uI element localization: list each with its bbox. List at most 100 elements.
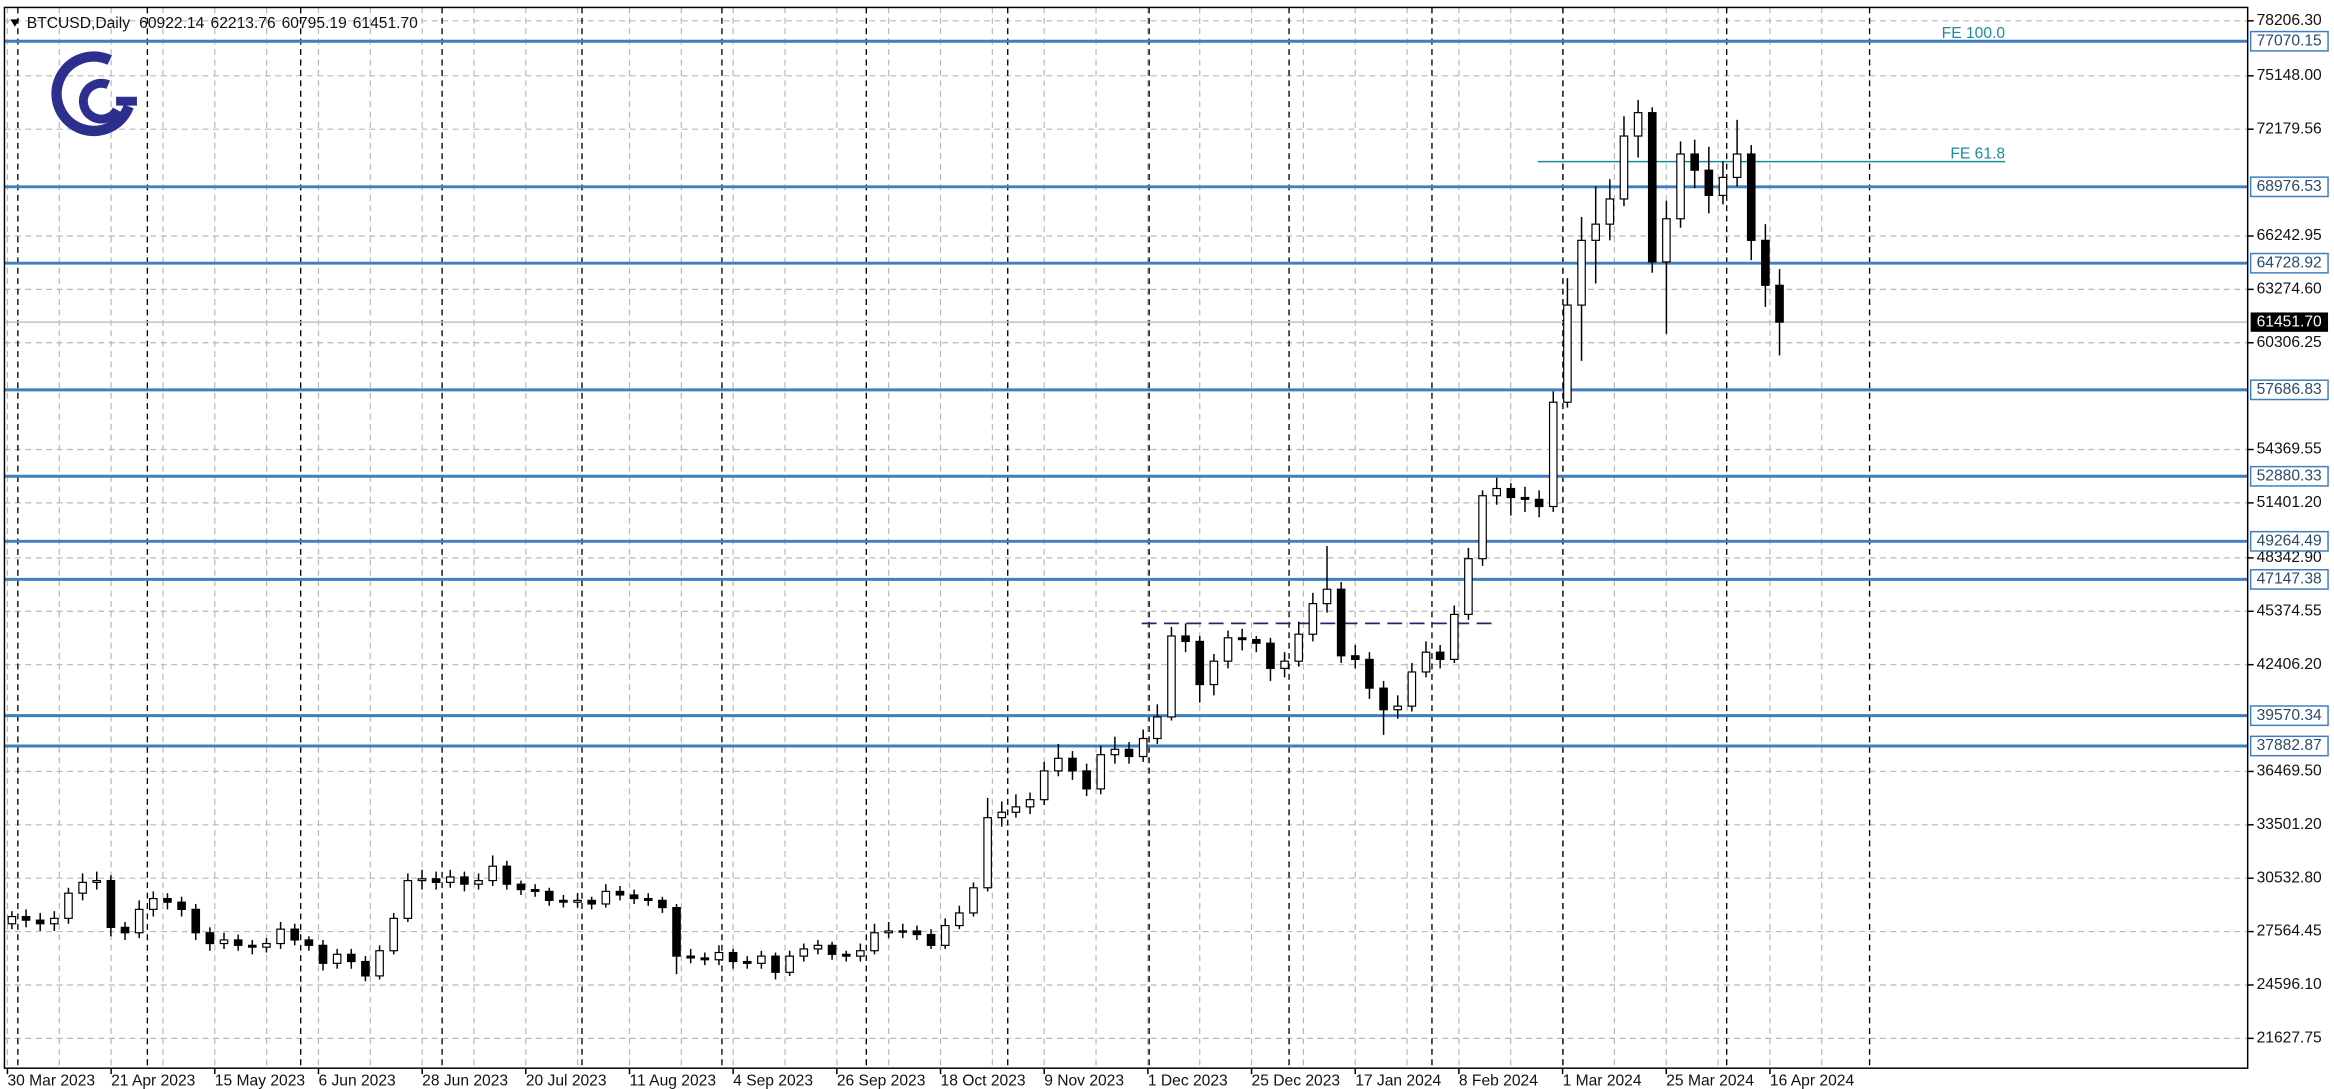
candle-body [1011, 806, 1021, 813]
level-label: 77070.15 [2257, 32, 2322, 49]
logo-inner [78, 78, 124, 124]
candle-body [728, 951, 738, 963]
last-price-label: 61451.70 [2257, 313, 2322, 330]
candle-body [870, 932, 879, 952]
candle-body [1704, 169, 1714, 196]
candle-body [233, 939, 243, 946]
candle-body [1039, 770, 1049, 801]
header-symbol: BTCUSD,Daily [27, 15, 130, 32]
candle-body [672, 906, 681, 957]
candle-body [1520, 496, 1530, 500]
level-label: 47147.38 [2257, 571, 2322, 588]
candle-body [1633, 112, 1643, 137]
y-tick-label: 36469.50 [2257, 763, 2322, 780]
candle-body [191, 908, 201, 934]
candle-body [1322, 588, 1332, 605]
level-box [2249, 30, 2329, 52]
x-tick-label: 16 Apr 2024 [1770, 1073, 1855, 1089]
header: BTCUSD,Daily [10, 15, 130, 32]
level-box [2249, 252, 2329, 274]
candle-body [1662, 218, 1671, 263]
level-label: 52880.33 [2257, 467, 2322, 484]
x-tick-label: 6 Jun 2023 [318, 1073, 395, 1089]
candle-body [50, 917, 59, 925]
candle-body [615, 890, 625, 896]
candle-body [1506, 487, 1516, 499]
level-label: 49264.49 [2257, 532, 2322, 549]
candle-body [7, 915, 17, 925]
candle-body [757, 955, 766, 964]
candle-body [417, 878, 427, 882]
y-tick-label: 21627.75 [2257, 1029, 2322, 1046]
candle-body [262, 942, 271, 948]
candle-body [1746, 153, 1756, 241]
candle-body [841, 953, 851, 957]
y-tick-label: 63274.60 [2257, 280, 2322, 297]
x-tick-label: 28 Jun 2023 [422, 1073, 508, 1089]
candle-body [799, 948, 809, 957]
header-value: 61451.70 [353, 15, 418, 32]
header-arrow [10, 19, 20, 27]
candle-body [403, 879, 413, 919]
candle-body [813, 944, 823, 950]
candle-body [573, 899, 582, 903]
y-tick-label: 33501.20 [2257, 816, 2322, 833]
y-tick-label: 60306.25 [2257, 334, 2322, 351]
candle-body [460, 876, 469, 885]
x-tick-label: 26 Sep 2023 [837, 1073, 926, 1089]
y-tick-label: 27564.45 [2257, 923, 2322, 940]
candle-body [1676, 153, 1685, 220]
level-box [2249, 530, 2329, 552]
candle-body [997, 811, 1007, 819]
candle-body [431, 878, 441, 883]
x-tick-label: 4 Sep 2023 [733, 1073, 813, 1089]
candle-body [516, 883, 526, 891]
candle-body [1718, 176, 1728, 196]
candle-body [530, 888, 540, 892]
candle-body [1435, 651, 1445, 660]
candle-body [1054, 757, 1063, 772]
y-tick-label: 48342.90 [2257, 549, 2322, 566]
x-tick-label: 1 Dec 2023 [1148, 1073, 1228, 1089]
candle-body [1478, 495, 1487, 560]
candle-body [1195, 640, 1205, 686]
x-tick-label: 11 Aug 2023 [629, 1073, 716, 1089]
x-tick-label: 8 Feb 2024 [1459, 1073, 1538, 1089]
candle-body [134, 908, 144, 934]
candle-body [106, 879, 116, 928]
candle-body [1336, 588, 1346, 657]
level-label: 39570.34 [2257, 707, 2322, 724]
candle-body [92, 879, 102, 883]
candle-body [1096, 754, 1106, 790]
candle-body [1280, 660, 1289, 669]
candle-body [1619, 135, 1629, 200]
x-tick-label: 15 May 2023 [215, 1073, 305, 1089]
candle-body [1563, 304, 1572, 403]
candle-body [940, 924, 950, 946]
candle-body [1647, 112, 1657, 263]
x-tick-label: 17 Jan 2024 [1355, 1073, 1441, 1089]
candle-body [559, 899, 568, 903]
level-box [2249, 568, 2329, 590]
fe-label: FE 61.8 [1950, 145, 2005, 162]
candle-body [205, 932, 215, 945]
grid [4, 7, 2248, 1069]
candle-body [1449, 613, 1459, 660]
candle-body [1591, 223, 1601, 241]
candle-body [389, 917, 399, 952]
candle-body [1350, 655, 1360, 660]
candle-body [1690, 153, 1699, 171]
candle-body [658, 899, 667, 909]
candle-body [544, 890, 554, 901]
x-tick-label: 18 Oct 2023 [941, 1073, 1026, 1089]
candle-body [1761, 239, 1770, 286]
candle-body [714, 951, 724, 961]
candle-body [1082, 770, 1091, 790]
level-label: 37882.87 [2257, 737, 2322, 754]
candle-body [1534, 498, 1544, 508]
candle-body [1365, 658, 1374, 689]
candle-body [1407, 671, 1417, 707]
candle-body [969, 887, 978, 914]
